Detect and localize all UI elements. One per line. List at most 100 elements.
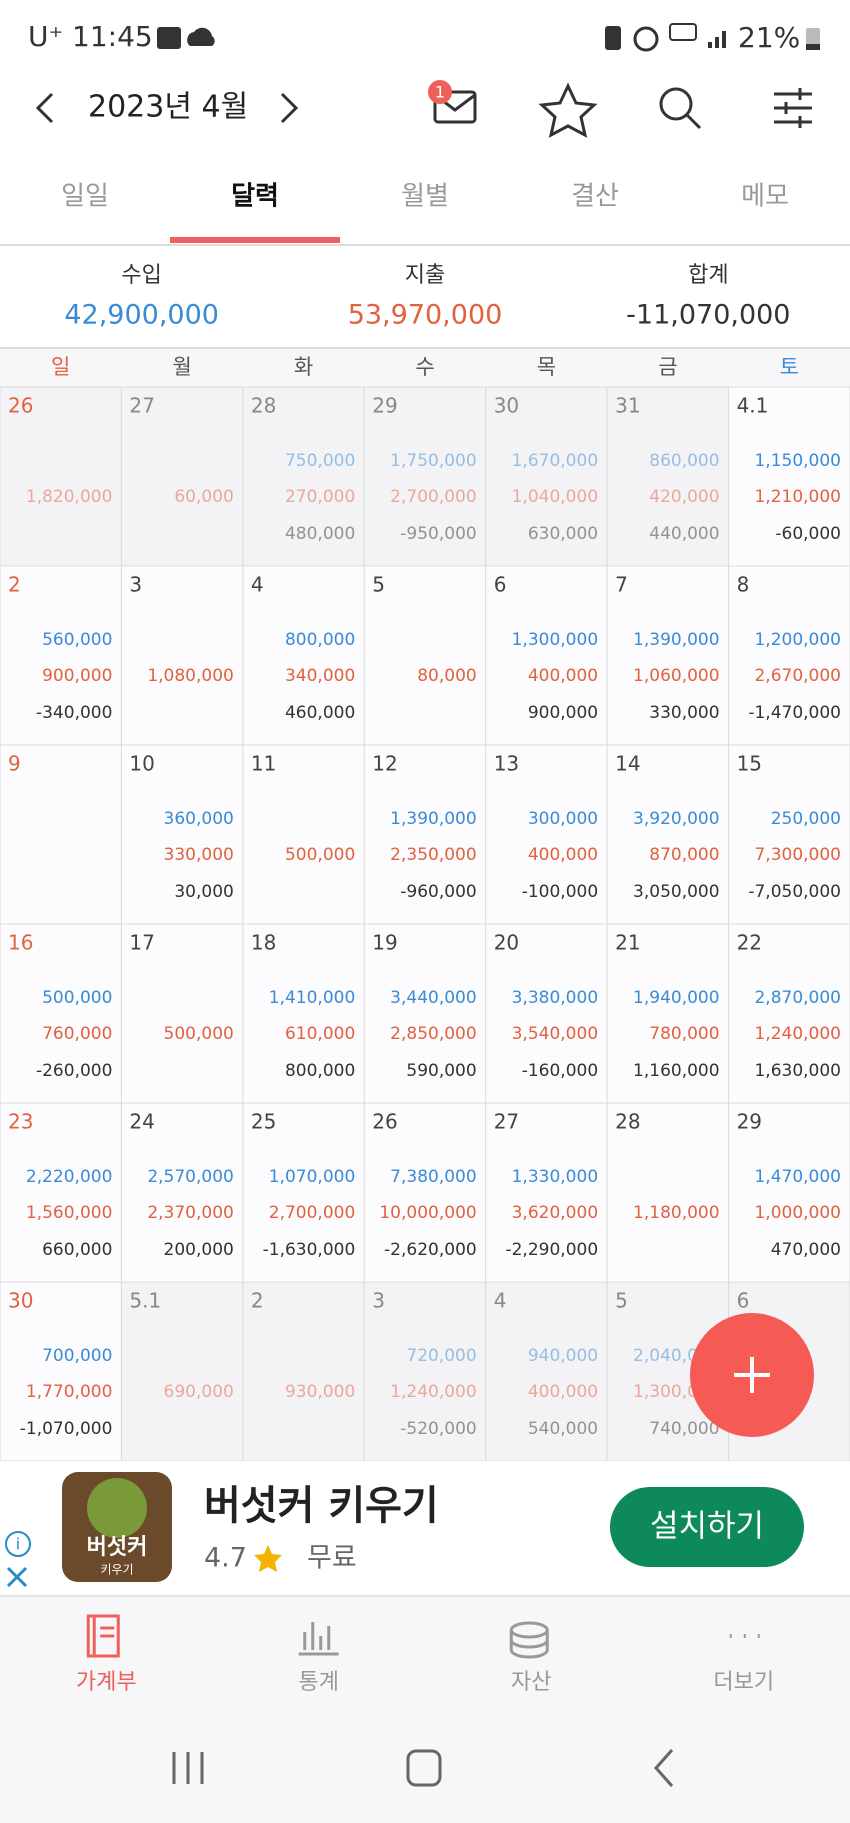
cell-bg [242,1281,365,1462]
day-income: 360,000 [164,809,234,829]
day-income: 250,000 [771,809,841,829]
day-cell[interactable]: 16 500,000 760,000 -260,000 [0,923,122,1104]
alarm-icon [633,26,659,52]
day-cell[interactable]: 5 80,000 [363,565,487,746]
favorites-button[interactable] [538,82,598,138]
day-cell[interactable]: 8 1,200,000 2,670,000 -1,470,000 [728,565,850,746]
cell-bg [363,744,487,925]
weekday: 수 [415,355,434,379]
day-cell[interactable]: 6 1,300,000 400,000 900,000 [485,565,608,746]
day-cell[interactable]: 4 940,000 400,000 540,000 [485,1281,608,1462]
nav-item[interactable]: 자산 [509,1621,551,1695]
day-total: 630,000 [528,524,598,544]
day-income: 860,000 [649,451,719,471]
day-expense: 7,300,000 [754,845,841,865]
day-cell[interactable]: 30 700,000 1,770,000 -1,070,000 [0,1281,122,1462]
day-cell[interactable]: 27 1,330,000 3,620,000 -2,290,000 [485,1102,608,1283]
day-total: 1,160,000 [633,1061,720,1081]
day-income: 2,870,000 [754,988,841,1008]
next-month[interactable] [280,92,299,124]
nav-item[interactable]: 가계부 [76,1614,137,1695]
day-cell[interactable]: 4 800,000 340,000 460,000 [242,565,365,746]
day-cell[interactable]: 2 930,000 [242,1281,365,1462]
day-cell[interactable]: 28 1,180,000 [606,1102,730,1283]
day-cell[interactable]: 10 360,000 330,000 30,000 [120,744,244,925]
day-cell[interactable]: 9 [0,744,122,925]
cell-bg [363,1281,487,1462]
cell-bg [363,1102,487,1283]
mail-button[interactable]: 1 [428,80,477,124]
cell-bg [485,1102,608,1283]
ad-install-label: 설치하기 [650,1509,764,1545]
day-cell[interactable]: 28 750,000 270,000 480,000 [242,386,365,567]
day-cell[interactable]: 3 720,000 1,240,000 -520,000 [363,1281,487,1462]
prev-month[interactable] [35,92,54,124]
day-cell[interactable]: 25 1,070,000 2,700,000 -1,630,000 [242,1102,365,1283]
day-cell[interactable]: 27 60,000 [120,386,244,567]
add-button[interactable] [690,1313,814,1437]
date: 19 [372,931,397,955]
cell-bg [242,565,365,746]
date: 7 [615,573,628,597]
nav-item[interactable]: 더보기 [713,1634,774,1695]
day-cell[interactable]: 17 500,000 [120,923,244,1104]
day-cell[interactable]: 7 1,390,000 1,060,000 330,000 [606,565,730,746]
day-cell[interactable]: 30 1,670,000 1,040,000 630,000 [485,386,608,567]
tab[interactable]: 일일 [61,182,109,212]
ad-close[interactable] [6,1566,28,1588]
day-cell[interactable]: 22 2,870,000 1,240,000 1,630,000 [728,923,850,1104]
day-cell[interactable]: 29 1,470,000 1,000,000 470,000 [728,1102,850,1283]
cell-bg [120,923,244,1104]
day-cell[interactable]: 24 2,570,000 2,370,000 200,000 [120,1102,244,1283]
recent-apps[interactable] [172,1752,204,1784]
ad-icon-text: 버섯커 [87,1535,148,1560]
search-button[interactable] [659,87,702,130]
home[interactable] [406,1749,442,1787]
cell-bg [606,1102,730,1283]
day-total: 470,000 [771,1240,841,1260]
day-cell[interactable]: 15 250,000 7,300,000 -7,050,000 [728,744,850,925]
day-total: -1,070,000 [20,1419,113,1439]
day-cell[interactable]: 14 3,920,000 870,000 3,050,000 [606,744,730,925]
day-income: 700,000 [42,1346,112,1366]
day-cell[interactable]: 5.1 690,000 [120,1281,244,1462]
tab-bar: 일일 달력 월별 결산 메모 [61,182,789,243]
day-cell[interactable]: 3 1,080,000 [120,565,244,746]
day-cell[interactable]: 23 2,220,000 1,560,000 660,000 [0,1102,122,1283]
ad-install-button[interactable] [610,1487,804,1567]
day-cell[interactable]: 18 1,410,000 610,000 800,000 [242,923,365,1104]
day-cell[interactable]: 2 560,000 900,000 -340,000 [0,565,122,746]
day-cell[interactable]: 21 1,940,000 780,000 1,160,000 [606,923,730,1104]
day-expense: 870,000 [649,845,719,865]
system-nav [0,1718,850,1823]
day-cell[interactable]: 12 1,390,000 2,350,000 -960,000 [363,744,487,925]
tab[interactable]: 결산 [571,182,619,212]
day-cell[interactable]: 26 1,820,000 [0,386,122,567]
tab[interactable]: 메모 [741,182,789,212]
day-income: 1,150,000 [754,451,841,471]
day-cell[interactable]: 11 500,000 [242,744,365,925]
filter-button[interactable] [774,88,812,128]
tab[interactable]: 달력 [231,182,279,212]
day-cell[interactable]: 13 300,000 400,000 -100,000 [485,744,608,925]
day-expense: 1,240,000 [754,1024,841,1044]
day-cell[interactable]: 19 3,440,000 2,850,000 590,000 [363,923,487,1104]
tab[interactable]: 월별 [401,182,449,212]
ad-info-icon[interactable] [5,1531,31,1557]
day-cell[interactable]: 26 7,380,000 10,000,000 -2,620,000 [363,1102,487,1283]
day-expense: 1,000,000 [754,1203,841,1223]
day-cell[interactable]: 29 1,750,000 2,700,000 -950,000 [363,386,487,567]
cell-bg [120,386,244,567]
day-cell[interactable]: 4.1 1,150,000 1,210,000 -60,000 [728,386,850,567]
day-cell[interactable]: 20 3,380,000 3,540,000 -160,000 [485,923,608,1104]
battery-saver-icon [605,26,621,50]
date: 17 [129,931,154,955]
summary-value: 53,970,000 [348,300,503,331]
back[interactable] [653,1749,674,1787]
nav-item[interactable]: 통계 [299,1622,339,1695]
cloud-icon [187,27,215,46]
day-cell[interactable]: 31 860,000 420,000 440,000 [606,386,730,567]
summary-label: 합계 [688,263,728,288]
date: 16 [8,931,33,955]
cell-bg [485,744,608,925]
